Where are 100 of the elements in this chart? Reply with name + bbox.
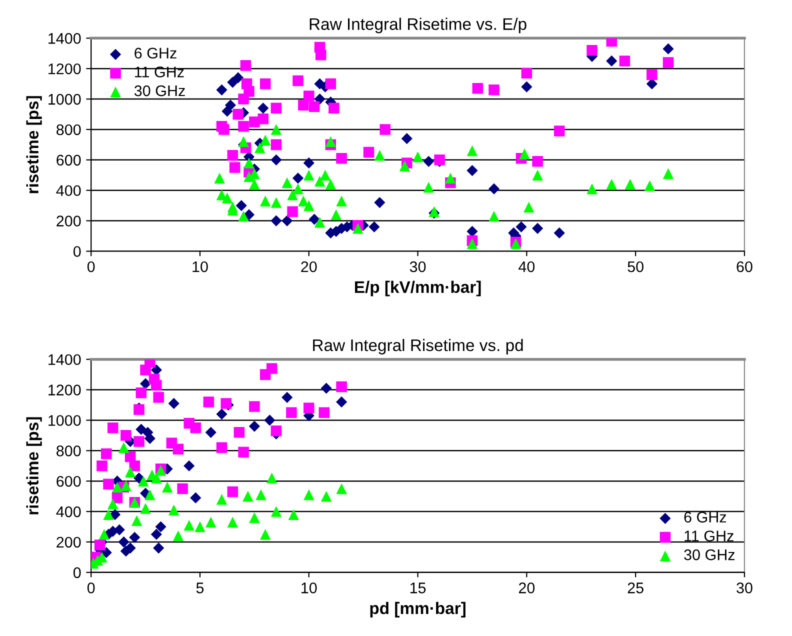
point [243, 209, 255, 220]
point [240, 60, 252, 71]
point [320, 490, 332, 502]
point [304, 200, 314, 211]
point [162, 482, 173, 493]
point [304, 489, 314, 500]
point [244, 86, 254, 97]
point [216, 494, 228, 505]
point [336, 196, 347, 206]
point [304, 402, 314, 414]
point [314, 93, 326, 105]
point [124, 466, 136, 478]
point [304, 90, 314, 102]
point [94, 540, 106, 550]
point [368, 221, 380, 232]
point [352, 223, 364, 234]
x-axis-title: pd [mm·bar] [370, 602, 466, 618]
point [308, 101, 320, 112]
point [270, 124, 282, 135]
point [120, 430, 132, 441]
point [227, 150, 238, 161]
x-tick-label: 20 [518, 582, 535, 594]
point [521, 81, 532, 92]
point [519, 148, 530, 160]
y-axis-title: risetime [ps] [26, 96, 42, 194]
point [100, 448, 112, 460]
point [184, 520, 194, 531]
point [140, 503, 151, 514]
point [304, 170, 314, 181]
point [466, 238, 478, 249]
point [330, 209, 342, 220]
point [194, 521, 206, 532]
point [144, 489, 156, 500]
x-tick-label: 40 [518, 261, 535, 272]
point [606, 55, 618, 67]
point [423, 156, 434, 167]
point [129, 532, 140, 543]
y-tick-label: 600 [56, 154, 81, 166]
point [168, 398, 180, 410]
point [118, 536, 130, 548]
point [554, 227, 565, 239]
point [380, 124, 390, 135]
point [292, 172, 304, 184]
point [172, 444, 184, 455]
y-axis-title: risetime [ps] [26, 417, 42, 514]
point [238, 210, 249, 222]
point [399, 160, 410, 172]
point [619, 56, 630, 66]
point [466, 145, 478, 156]
point [516, 221, 527, 232]
point [586, 183, 598, 194]
point [270, 197, 282, 208]
point [232, 72, 244, 84]
point [232, 108, 244, 120]
point [100, 547, 112, 558]
point [144, 359, 156, 368]
point [244, 158, 254, 168]
point [286, 407, 297, 418]
y-tick-label: 200 [56, 536, 81, 548]
point [336, 153, 347, 164]
point [308, 214, 320, 225]
point [238, 121, 249, 132]
point [153, 392, 164, 403]
legend-label: 30 GHz [134, 85, 185, 96]
point [190, 422, 202, 434]
point [138, 476, 149, 486]
x-tick-label: 25 [628, 582, 644, 594]
x-tick-label: 0 [87, 582, 95, 594]
y-tick-label: 400 [56, 185, 81, 196]
point [120, 480, 132, 492]
point [288, 509, 300, 520]
point [624, 178, 636, 190]
y-tick-label: 1200 [48, 63, 81, 74]
point [298, 100, 309, 110]
point [103, 509, 114, 520]
point [238, 446, 249, 458]
point [466, 165, 478, 176]
y-tick-label: 0 [73, 246, 81, 257]
point [270, 102, 282, 114]
point [107, 498, 118, 510]
point [532, 156, 543, 167]
point [325, 136, 336, 148]
x-tick-label: 5 [196, 582, 204, 594]
point [374, 150, 386, 161]
point [488, 183, 500, 194]
point [363, 146, 374, 158]
legend-label: 6 GHz [684, 512, 726, 523]
point [521, 68, 532, 79]
point [298, 196, 309, 206]
point [336, 483, 347, 494]
point [472, 83, 484, 94]
point [328, 102, 340, 114]
y-tick-label: 600 [56, 476, 81, 487]
point [270, 154, 282, 166]
point [488, 210, 500, 222]
point [136, 387, 147, 398]
x-axis-title: E/p [kV/mm·bar] [354, 280, 481, 296]
y-tick-label: 800 [56, 446, 81, 456]
legend-label: 6 GHz [134, 48, 176, 59]
x-tick-label: 0 [87, 261, 95, 272]
